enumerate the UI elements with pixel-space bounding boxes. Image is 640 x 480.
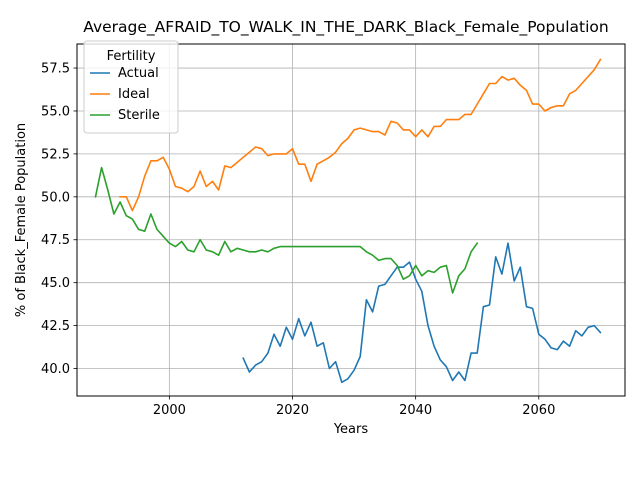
legend-label-actual: Actual	[118, 66, 159, 81]
x-axis-ticks: 2000 2020 2040 2060	[153, 396, 555, 418]
chart-title: Average_AFRAID_TO_WALK_IN_THE_DARK_Black…	[83, 18, 608, 37]
y-tick-label: 45.0	[41, 276, 70, 291]
y-tick-label: 50.0	[41, 190, 70, 205]
plot-frame	[76, 43, 626, 397]
legend-box	[83, 40, 179, 134]
y-tick-label: 47.5	[41, 233, 70, 248]
y-tick-label: 52.5	[41, 147, 70, 162]
y-tick-label: 57.5	[41, 62, 70, 77]
legend-title: Fertility	[107, 49, 156, 64]
legend: Fertility Actual Ideal Sterile	[83, 40, 179, 134]
series-line-actual	[242, 242, 602, 384]
legend-label-ideal: Ideal	[118, 87, 150, 102]
y-axis-title: % of Black_Female Population	[14, 123, 29, 317]
x-axis-title: Years	[333, 422, 369, 437]
x-tick-label: 2040	[399, 403, 432, 418]
x-tick-label: 2060	[522, 403, 555, 418]
series-line-ideal	[119, 58, 602, 212]
y-tick-label: 40.0	[41, 362, 70, 377]
series-line-sterile	[94, 166, 479, 294]
x-tick-label: 2000	[153, 403, 186, 418]
y-axis-ticks: 40.0 42.5 45.0 47.5 50.0 52.5 55.0 57.5	[41, 62, 77, 377]
y-tick-label: 42.5	[41, 319, 70, 334]
y-tick-label: 55.0	[41, 104, 70, 119]
legend-label-sterile: Sterile	[118, 108, 160, 123]
x-tick-label: 2020	[276, 403, 309, 418]
series-lines	[94, 58, 602, 384]
